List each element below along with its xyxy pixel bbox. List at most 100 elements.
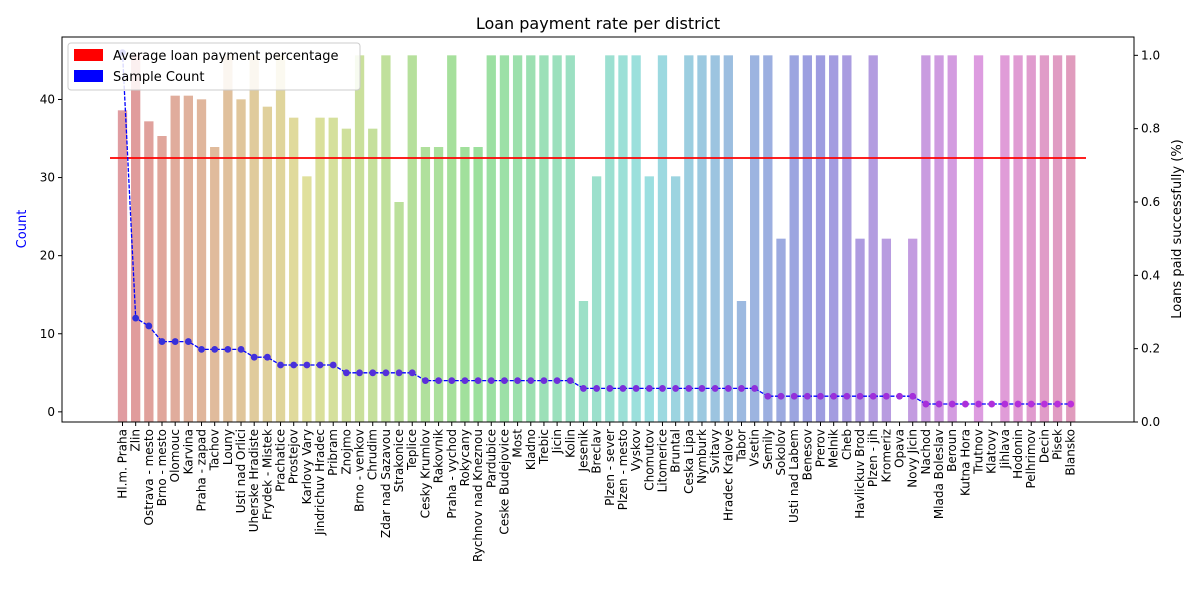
y-tick-label-right: 0.8 xyxy=(1141,122,1160,136)
count-point xyxy=(896,392,903,400)
x-tick-label: Brno - mesto xyxy=(155,429,169,506)
x-tick-label: Decin xyxy=(1037,429,1051,463)
x-tick-label: Praha - zapad xyxy=(195,429,209,511)
x-tick-label: Pardubice xyxy=(484,429,498,488)
x-tick-label: Pisek xyxy=(1051,429,1065,460)
count-point xyxy=(277,361,284,369)
bar xyxy=(223,55,233,422)
legend-label: Sample Count xyxy=(113,70,204,85)
bar xyxy=(368,128,378,422)
x-tick-label: Vsetin xyxy=(748,429,762,467)
y-tick-label-right: 0.4 xyxy=(1141,268,1160,282)
x-tick-label: Olomouc xyxy=(168,429,182,482)
bar xyxy=(117,110,128,422)
x-tick-label: Jihlava xyxy=(998,429,1012,470)
bar xyxy=(829,55,839,422)
bar xyxy=(354,55,365,422)
plot-frame xyxy=(61,36,1135,423)
bar xyxy=(842,55,852,422)
count-point xyxy=(171,338,179,345)
x-tick-label: Ostrava - mesto xyxy=(142,429,156,525)
x-tick-label: Trutnov xyxy=(972,429,986,475)
x-tick-label: Rychnov nad Kneznou xyxy=(471,429,485,562)
x-tick-label: Plzen - mesto xyxy=(616,429,630,510)
x-tick-label: Tabor xyxy=(734,429,748,463)
count-point xyxy=(329,361,337,369)
count-point xyxy=(1054,400,1061,408)
count-point xyxy=(1067,400,1075,408)
count-point xyxy=(580,385,587,392)
bar xyxy=(328,117,338,423)
bar xyxy=(921,55,931,422)
bar xyxy=(539,55,549,422)
bar xyxy=(815,55,826,422)
bar xyxy=(486,55,496,422)
count-point xyxy=(553,377,561,385)
x-tick-label: Melnik xyxy=(827,429,841,468)
count-point xyxy=(540,377,548,385)
count-line-group xyxy=(119,49,1075,408)
y-tick-label-right: 1.0 xyxy=(1141,48,1160,62)
count-point xyxy=(922,400,930,408)
count-point xyxy=(435,377,442,385)
count-point xyxy=(1001,400,1009,408)
bar xyxy=(289,117,299,423)
x-tick-label: Praha - vychod xyxy=(445,429,459,519)
x-tick-label: Ceska Lipa xyxy=(682,429,696,494)
bar xyxy=(565,55,575,422)
count-point xyxy=(184,338,192,345)
bar xyxy=(947,55,957,422)
count-point xyxy=(1027,400,1035,408)
bar xyxy=(302,176,312,422)
bar xyxy=(1052,55,1063,422)
bar xyxy=(420,147,431,422)
legend: Average loan payment percentage Sample Co… xyxy=(67,42,361,91)
count-point xyxy=(501,377,508,385)
count-point xyxy=(777,392,785,400)
bar xyxy=(1013,55,1023,422)
x-tick-label: Novy Jicin xyxy=(906,429,920,488)
bar xyxy=(1039,55,1050,422)
count-point xyxy=(369,369,377,377)
x-tick-label: Plzen - jih xyxy=(866,429,880,487)
x-tick-label: Rokycany xyxy=(458,429,472,486)
bar xyxy=(736,301,747,422)
count-point xyxy=(395,369,403,377)
bar xyxy=(433,147,444,422)
count-point xyxy=(685,385,693,392)
count-point xyxy=(316,361,324,369)
bar xyxy=(684,55,694,422)
count-point xyxy=(448,377,456,385)
bar xyxy=(236,99,246,422)
count-point xyxy=(145,322,153,330)
x-tick-label: Strakonice xyxy=(392,429,406,492)
y-axis-label-left: Count xyxy=(15,210,30,249)
y-tick-label-left: 20 xyxy=(40,249,55,263)
x-tick-label: Svitavy xyxy=(708,429,722,473)
count-point xyxy=(856,392,864,400)
y-axis-label-right: Loans paid successfully (%) xyxy=(1170,139,1185,319)
count-point xyxy=(408,369,416,377)
count-point xyxy=(961,400,969,408)
count-point xyxy=(527,377,535,385)
legend-swatch xyxy=(74,70,103,82)
count-point xyxy=(738,385,745,392)
bar xyxy=(512,55,523,422)
x-tick-label: Hl.m. Praha xyxy=(116,429,130,499)
bar xyxy=(249,55,259,422)
bar xyxy=(315,117,325,423)
bar xyxy=(934,55,944,422)
count-point xyxy=(1014,400,1022,408)
count-point xyxy=(422,377,429,385)
bar xyxy=(670,176,681,422)
x-tick-label: Blansko xyxy=(1064,429,1078,476)
count-point xyxy=(342,369,350,377)
count-point xyxy=(356,369,363,377)
bar xyxy=(657,55,668,422)
bar xyxy=(473,147,483,422)
count-point xyxy=(514,377,521,385)
bar xyxy=(170,95,180,423)
count-point xyxy=(132,314,140,322)
x-tick-label: Opava xyxy=(893,429,907,468)
